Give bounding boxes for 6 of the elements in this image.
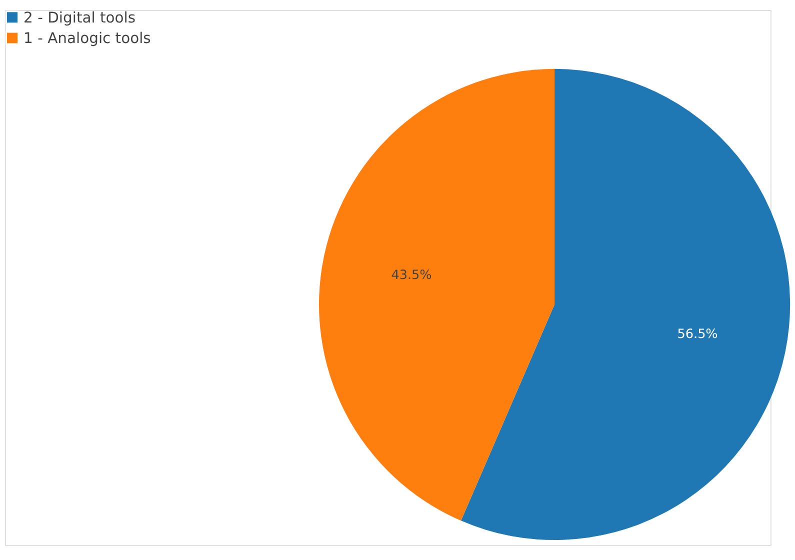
pie-slice [319,68,555,521]
legend-label: 2 - Digital tools [24,9,136,26]
data-label: 56.5% [677,327,718,342]
data-label: 43.5% [391,268,432,283]
pie-slice [460,68,790,540]
legend-label: 1 - Analogic tools [24,30,151,47]
